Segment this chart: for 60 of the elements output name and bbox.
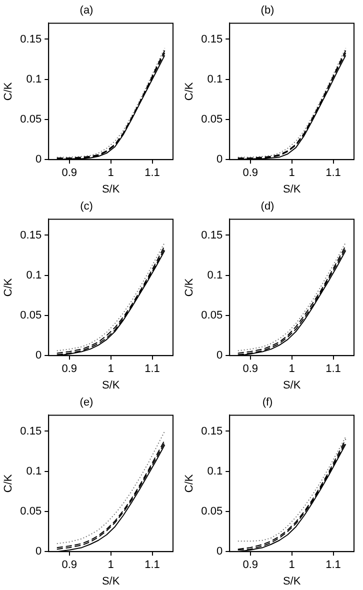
- x-axis-title: S/K: [282, 379, 302, 392]
- x-tick-label: 1.1: [326, 167, 341, 180]
- x-tick-label: 0.9: [242, 559, 258, 572]
- y-tick-label: 0.1: [207, 465, 223, 478]
- x-tick-label: 1: [108, 363, 114, 376]
- y-tick-label: 0.1: [207, 73, 223, 86]
- x-tick-label: 1: [108, 167, 114, 180]
- x-tick-label: 0.9: [242, 363, 258, 376]
- x-axis-title: S/K: [282, 575, 302, 588]
- x-tick-label: 1: [288, 363, 295, 376]
- y-tick-label: 0.1: [26, 269, 42, 282]
- y-tick-label: 0.05: [20, 114, 42, 126]
- y-tick-label: 0.15: [20, 33, 42, 46]
- y-tick-label: 0.15: [20, 229, 42, 242]
- y-axis-title: C/K: [2, 278, 15, 297]
- y-tick-label: 0.1: [26, 73, 42, 86]
- chart-title: (b): [260, 4, 274, 17]
- y-tick-label: 0.15: [20, 425, 42, 438]
- y-tick-label: 0: [35, 546, 42, 558]
- y-tick-label: 0.05: [20, 506, 42, 518]
- chart-title: (d): [260, 200, 274, 213]
- x-tick-label: 0.9: [62, 559, 77, 572]
- x-tick-label: 1.1: [326, 363, 341, 376]
- chart-title: (f): [262, 396, 273, 409]
- x-tick-label: 1.1: [144, 363, 160, 376]
- chart-title: (c): [80, 200, 93, 213]
- y-tick-label: 0: [35, 154, 42, 166]
- x-axis-title: S/K: [102, 379, 120, 392]
- x-tick-label: 1: [288, 559, 295, 572]
- x-tick-label: 1.1: [144, 559, 160, 572]
- y-tick-label: 0: [216, 154, 223, 166]
- y-tick-label: 0.05: [201, 114, 223, 126]
- x-tick-label: 1: [288, 167, 295, 180]
- y-axis-title: C/K: [2, 82, 15, 101]
- x-tick-label: 1.1: [144, 167, 160, 180]
- x-tick-label: 0.9: [62, 167, 77, 180]
- y-tick-label: 0.15: [201, 229, 223, 242]
- y-axis-title: C/K: [2, 474, 15, 493]
- y-axis-title: C/K: [184, 278, 196, 297]
- y-tick-label: 0.05: [20, 310, 42, 322]
- x-axis-title: S/K: [102, 183, 120, 196]
- y-axis-title: C/K: [184, 474, 196, 493]
- chart-title: (e): [80, 396, 94, 409]
- y-tick-label: 0.15: [201, 425, 223, 438]
- x-axis-title: S/K: [102, 575, 120, 588]
- y-axis-title: C/K: [184, 82, 196, 101]
- x-tick-label: 0.9: [242, 167, 258, 180]
- y-tick-label: 0.1: [207, 269, 223, 282]
- x-tick-label: 1.1: [326, 559, 341, 572]
- x-axis-title: S/K: [282, 183, 302, 196]
- y-tick-label: 0.1: [26, 465, 42, 478]
- y-tick-label: 0.05: [201, 310, 223, 322]
- x-tick-label: 0.9: [62, 363, 77, 376]
- y-tick-label: 0: [216, 546, 223, 558]
- y-tick-label: 0.05: [201, 506, 223, 518]
- y-tick-label: 0: [35, 350, 42, 362]
- x-tick-label: 1: [108, 559, 114, 572]
- y-tick-label: 0: [216, 350, 223, 362]
- y-tick-label: 0.15: [201, 33, 223, 46]
- chart-title: (a): [80, 4, 94, 17]
